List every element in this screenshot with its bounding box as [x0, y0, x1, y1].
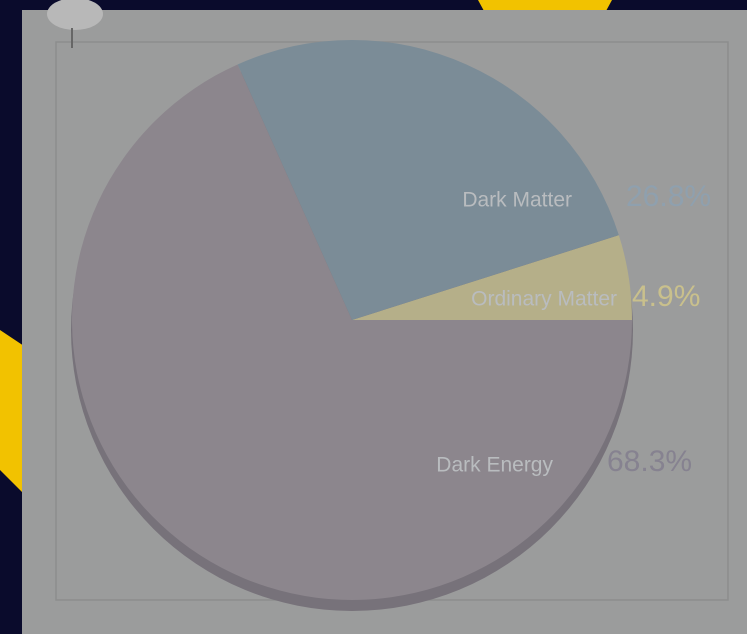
pie [71, 40, 632, 601]
slice-name: Ordinary Matter [471, 288, 617, 311]
pin [47, 0, 103, 30]
slice-value-label: 4.9% [632, 280, 700, 313]
pie-slice [237, 40, 619, 320]
slice-name: Dark Matter [462, 189, 572, 212]
pie-slice [352, 235, 632, 320]
slice-value-label: 68.3% [607, 445, 692, 478]
slice-name: Dark Energy [436, 454, 553, 477]
slice-value-label: 26.8% [626, 180, 711, 213]
pie-slice [71, 64, 632, 601]
